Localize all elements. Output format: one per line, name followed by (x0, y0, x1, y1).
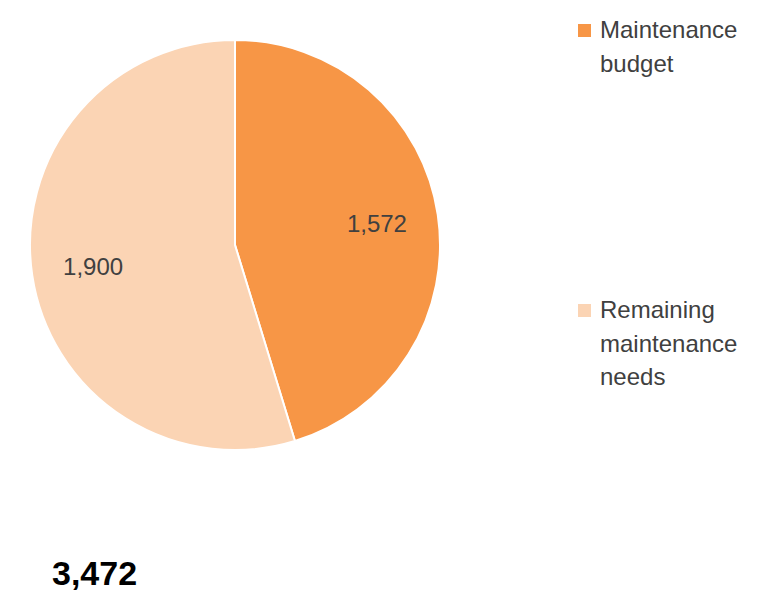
legend-swatch (578, 304, 591, 317)
legend: Maintenance budget Remaining maintenance nee… (578, 16, 737, 390)
data-label: 1,900 (63, 253, 123, 280)
pie (30, 40, 440, 450)
legend-label: Remaining maintenance needs (600, 296, 737, 390)
pie-slices (30, 40, 440, 450)
legend-line: Remaining (600, 296, 715, 323)
pie-slice (30, 40, 295, 450)
legend-label: Maintenance budget (600, 16, 737, 77)
data-label: 1,572 (347, 210, 407, 237)
legend-line: budget (600, 50, 674, 77)
legend-line: maintenance (600, 330, 737, 357)
legend-line: Maintenance (600, 16, 737, 43)
total-label: 3,472 (52, 554, 137, 592)
data-labels: 1,572 1,900 (63, 210, 407, 279)
legend-swatch (578, 24, 591, 37)
legend-line: needs (600, 363, 665, 390)
chart: 1,572 1,900 Maintenance budget Remaining main… (0, 0, 757, 605)
